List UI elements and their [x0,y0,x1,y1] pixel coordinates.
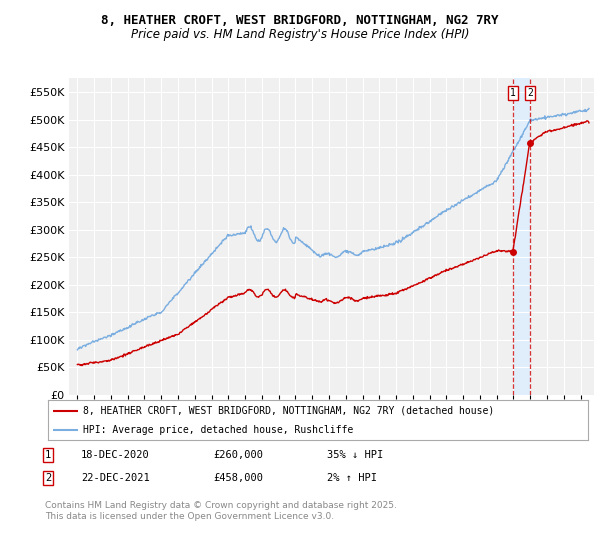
Text: 18-DEC-2020: 18-DEC-2020 [81,450,150,460]
Text: HPI: Average price, detached house, Rushcliffe: HPI: Average price, detached house, Rush… [83,425,353,435]
Text: 2: 2 [45,473,51,483]
Text: 1: 1 [510,88,516,98]
Text: Contains HM Land Registry data © Crown copyright and database right 2025.
This d: Contains HM Land Registry data © Crown c… [45,501,397,521]
Text: 1: 1 [45,450,51,460]
Text: 8, HEATHER CROFT, WEST BRIDGFORD, NOTTINGHAM, NG2 7RY: 8, HEATHER CROFT, WEST BRIDGFORD, NOTTIN… [101,14,499,27]
Text: £260,000: £260,000 [213,450,263,460]
Text: 35% ↓ HPI: 35% ↓ HPI [327,450,383,460]
Text: 2: 2 [527,88,533,98]
Text: 2% ↑ HPI: 2% ↑ HPI [327,473,377,483]
Text: 22-DEC-2021: 22-DEC-2021 [81,473,150,483]
Text: Price paid vs. HM Land Registry's House Price Index (HPI): Price paid vs. HM Land Registry's House … [131,28,469,41]
Bar [513,78,530,395]
Text: £458,000: £458,000 [213,473,263,483]
Text: 8, HEATHER CROFT, WEST BRIDGFORD, NOTTINGHAM, NG2 7RY (detached house): 8, HEATHER CROFT, WEST BRIDGFORD, NOTTIN… [83,406,494,416]
